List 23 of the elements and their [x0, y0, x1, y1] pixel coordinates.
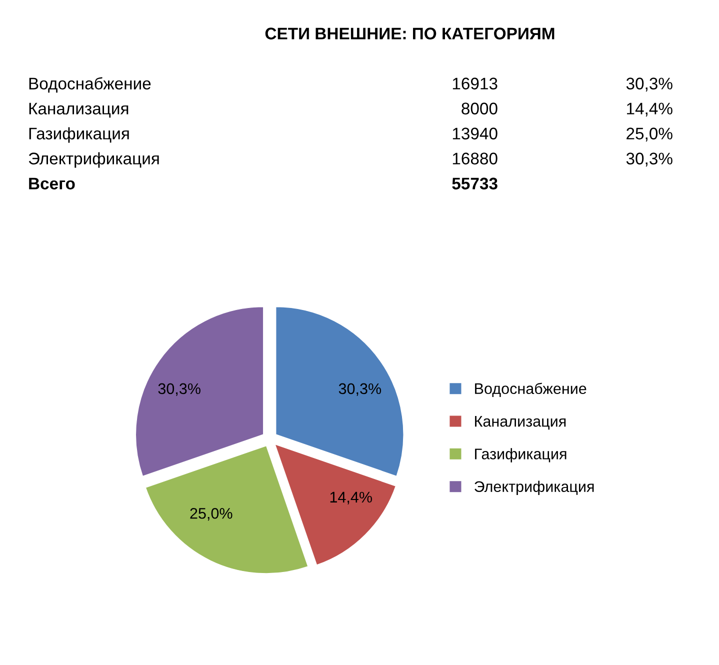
category-label: Газификация	[29, 127, 129, 143]
legend-label: Водоснабжение	[475, 382, 586, 397]
text: 30,3%	[626, 152, 672, 166]
text: 30,3%	[626, 78, 672, 92]
data-label: 30,3%	[158, 383, 200, 396]
legend-label: Газификация	[475, 448, 566, 462]
text: 16913	[452, 78, 498, 90]
category-label: Водоснабжение	[29, 77, 151, 93]
data-label: 14,4%	[330, 492, 372, 504]
legend-label: Канализация	[475, 416, 566, 430]
legend-label: Электрификация	[474, 480, 594, 496]
category-label: Электрификация	[28, 152, 159, 168]
data-label: 30,3%	[338, 383, 382, 396]
text: Всего	[29, 178, 75, 190]
text: 25,0%	[626, 128, 672, 142]
text: 55733	[452, 178, 498, 190]
chart-title: СЕТИ ВНЕШНИЕ: ПО КАТЕГОРИЯМ	[265, 28, 554, 40]
text: 16880	[452, 152, 498, 164]
category-label: Канализация	[29, 102, 128, 118]
text: 8000	[462, 102, 498, 114]
text: 14,4%	[627, 102, 672, 116]
data-label: 25,0%	[190, 508, 232, 521]
text: 13940	[452, 128, 498, 140]
